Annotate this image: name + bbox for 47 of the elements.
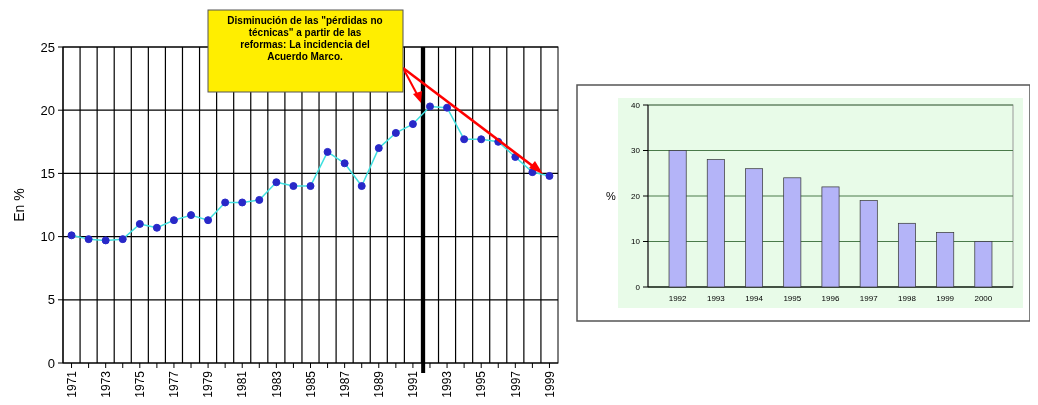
y-tick-label: 30 [631, 146, 641, 156]
x-tick-label: 1997 [508, 370, 523, 398]
bar [859, 200, 878, 288]
x-tick-label: 1981 [235, 370, 250, 398]
bar [745, 168, 764, 288]
bar [897, 222, 916, 288]
y-tick-label: 15 [40, 165, 55, 181]
x-tick-label: 1992 [668, 294, 688, 303]
y-tick-label: 0 [635, 282, 641, 292]
x-tick-label: 1989 [371, 370, 386, 398]
x-tick-label: 1998 [898, 294, 917, 303]
x-tick-label: 1975 [133, 370, 148, 398]
annotation: Disminución de las "pérdidas no técnicas" a partir de las reformas: La incidencia del Acuerdo Marco. [227, 15, 383, 62]
x-tick-label: 1997 [859, 294, 879, 303]
x-tick-label: 1985 [303, 370, 318, 398]
x-tick-label: 1994 [745, 294, 764, 303]
y-tick-label: 10 [631, 237, 641, 247]
y-tick-label: 10 [40, 229, 55, 245]
y-tick-label: 20 [631, 191, 641, 201]
x-tick-label: 1999 [542, 370, 557, 398]
bar [783, 177, 802, 288]
x-tick-label: 1979 [201, 370, 216, 398]
y-axis-title: % [606, 189, 617, 202]
bar [936, 232, 955, 288]
x-tick-label: 1983 [269, 370, 284, 398]
x-tick-label: 1995 [783, 294, 802, 303]
y-tick-label: 40 [631, 100, 641, 110]
x-tick-label: 1993 [440, 370, 455, 398]
x-tick-label: 2000 [974, 294, 993, 303]
x-tick-label: 1995 [474, 370, 489, 398]
bar [821, 186, 840, 288]
x-tick-label: 1993 [706, 294, 726, 303]
x-tick-label: 1977 [167, 370, 182, 398]
bar [668, 150, 687, 288]
y-tick-label: 20 [40, 102, 55, 118]
x-tick-label: 1991 [406, 370, 421, 398]
x-tick-label: 1987 [337, 370, 352, 398]
y-axis-title: En % [11, 188, 27, 222]
bar [974, 241, 993, 288]
y-tick-label: 5 [47, 292, 55, 308]
x-tick-label: 1973 [98, 370, 113, 398]
y-tick-label: 0 [47, 355, 55, 371]
x-tick-label: 1996 [821, 294, 840, 303]
x-tick-label: 1971 [64, 370, 79, 398]
bar [706, 159, 725, 288]
y-tick-label: 25 [40, 39, 55, 55]
x-tick-label: 1999 [936, 294, 955, 303]
